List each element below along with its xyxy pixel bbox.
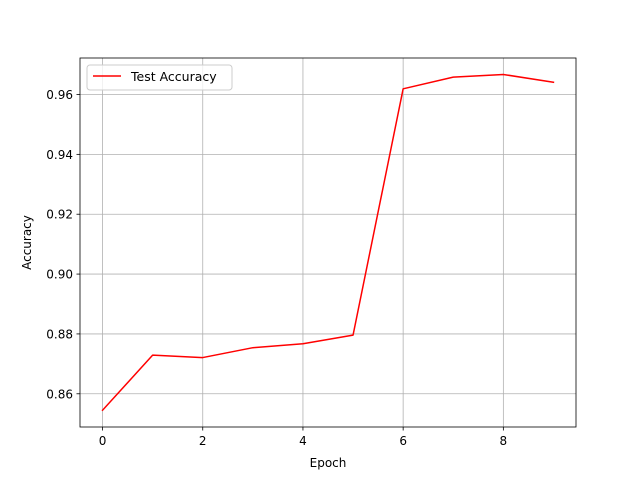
plot-frame (79, 57, 577, 428)
x-tick-label: 6 (399, 434, 407, 448)
legend-box (86, 64, 233, 91)
x-tick-label: 0 (99, 434, 107, 448)
x-tick-label: 8 (500, 434, 508, 448)
y-tick-label: 0.94 (46, 148, 73, 162)
y-tick-label: 0.86 (46, 387, 73, 401)
y-axis-label: Accuracy (20, 215, 34, 270)
legend-label-test-accuracy: Test Accuracy (130, 69, 217, 84)
y-tick-label: 0.96 (46, 88, 73, 102)
axis-ticks: 0 2 4 6 8 0.86 0.88 0.90 0.92 0.94 0.96 (46, 88, 507, 448)
grid (80, 58, 576, 427)
series-layer (101, 73, 555, 412)
x-axis-label: Epoch (310, 456, 347, 470)
x-tick-label: 4 (299, 434, 307, 448)
y-tick-label: 0.88 (46, 327, 73, 341)
legend: Test Accuracy (86, 64, 233, 91)
y-tick-label: 0.92 (46, 208, 73, 222)
x-tick-label: 2 (199, 434, 207, 448)
y-tick-label: 0.90 (46, 268, 73, 282)
series-line-test-accuracy (101, 73, 555, 412)
